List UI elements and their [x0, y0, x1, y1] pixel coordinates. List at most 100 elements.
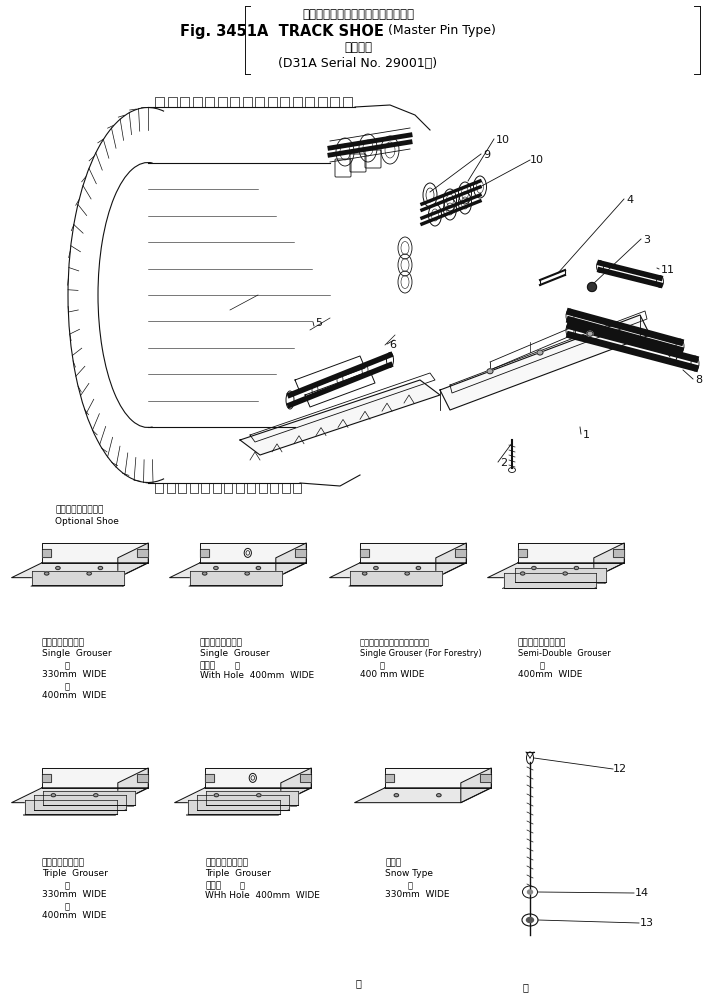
Text: トリプルグローサ: トリプルグローサ	[205, 858, 248, 867]
Text: 幅: 幅	[65, 661, 70, 670]
Text: 適用号機: 適用号機	[344, 41, 372, 54]
Ellipse shape	[487, 368, 493, 373]
Polygon shape	[518, 549, 527, 557]
Ellipse shape	[256, 793, 261, 796]
Polygon shape	[385, 768, 491, 787]
Polygon shape	[118, 543, 148, 578]
Polygon shape	[188, 799, 280, 814]
Polygon shape	[200, 543, 306, 563]
Polygon shape	[197, 795, 289, 809]
Polygon shape	[354, 787, 491, 802]
Polygon shape	[436, 543, 466, 578]
Polygon shape	[480, 774, 491, 781]
Text: (Master Pin Type): (Master Pin Type)	[388, 24, 496, 37]
Polygon shape	[594, 543, 624, 578]
Text: 400mm  WIDE: 400mm WIDE	[42, 911, 107, 920]
Text: 幅: 幅	[380, 661, 385, 670]
Ellipse shape	[587, 332, 593, 337]
Polygon shape	[42, 774, 51, 781]
Polygon shape	[614, 549, 624, 557]
Polygon shape	[440, 315, 650, 410]
Text: Fig. 3451A  TRACK SHOE: Fig. 3451A TRACK SHOE	[180, 24, 384, 39]
Polygon shape	[11, 787, 148, 802]
Text: (D31A Serial No. 29001～): (D31A Serial No. 29001～)	[279, 57, 437, 70]
Text: 穴あき: 穴あき	[205, 881, 221, 890]
Ellipse shape	[537, 350, 543, 355]
Text: 11: 11	[661, 265, 675, 275]
Polygon shape	[137, 774, 148, 781]
Polygon shape	[206, 790, 298, 805]
Ellipse shape	[588, 282, 596, 292]
Ellipse shape	[213, 566, 218, 570]
Polygon shape	[34, 795, 126, 809]
Polygon shape	[11, 563, 148, 578]
Text: 330mm  WIDE: 330mm WIDE	[42, 890, 107, 899]
Text: －: －	[522, 982, 528, 992]
Text: 5: 5	[315, 318, 322, 328]
Text: 14: 14	[635, 888, 649, 898]
Text: 12: 12	[613, 764, 627, 774]
Polygon shape	[137, 549, 148, 557]
Text: 9: 9	[483, 150, 490, 160]
Polygon shape	[170, 563, 306, 578]
Ellipse shape	[256, 566, 261, 570]
Ellipse shape	[574, 566, 579, 570]
Ellipse shape	[98, 566, 102, 570]
Ellipse shape	[563, 572, 567, 575]
Text: シングルグローサ: シングルグローサ	[42, 638, 85, 647]
Polygon shape	[25, 799, 117, 814]
Text: 10: 10	[530, 155, 544, 165]
Text: 穴あき: 穴あき	[200, 661, 216, 670]
Polygon shape	[488, 563, 624, 578]
Polygon shape	[42, 549, 51, 557]
Polygon shape	[515, 568, 606, 583]
Polygon shape	[329, 563, 466, 578]
Polygon shape	[205, 774, 214, 781]
Ellipse shape	[245, 572, 249, 575]
Ellipse shape	[362, 572, 367, 575]
Polygon shape	[281, 768, 311, 802]
Polygon shape	[43, 790, 135, 805]
Polygon shape	[175, 787, 311, 802]
Text: 幅: 幅	[65, 682, 70, 691]
Text: トラック　シュー（マスタピン　型: トラック シュー（マスタピン 型	[302, 8, 414, 21]
Text: 400 mm WIDE: 400 mm WIDE	[360, 670, 425, 679]
Ellipse shape	[521, 572, 525, 575]
Text: 幅: 幅	[240, 881, 245, 890]
Ellipse shape	[44, 572, 49, 575]
Text: 330mm  WIDE: 330mm WIDE	[385, 890, 450, 899]
Text: 13: 13	[640, 918, 654, 928]
Ellipse shape	[56, 566, 60, 570]
Text: 幅: 幅	[65, 881, 70, 890]
Polygon shape	[455, 549, 466, 557]
Text: 10: 10	[496, 135, 510, 145]
Text: With Hole  400mm  WIDE: With Hole 400mm WIDE	[200, 671, 314, 680]
Polygon shape	[205, 768, 311, 787]
Ellipse shape	[405, 572, 410, 575]
Polygon shape	[240, 380, 440, 455]
Text: 7: 7	[672, 353, 679, 363]
Polygon shape	[276, 543, 306, 578]
Polygon shape	[360, 543, 466, 563]
Text: 幅: 幅	[540, 661, 545, 670]
Polygon shape	[461, 768, 491, 802]
Polygon shape	[118, 768, 148, 802]
Text: 330mm  WIDE: 330mm WIDE	[42, 670, 107, 679]
Text: 3: 3	[643, 235, 650, 245]
Text: －: －	[355, 978, 361, 988]
Ellipse shape	[394, 793, 399, 796]
Text: 8: 8	[695, 375, 702, 385]
Ellipse shape	[528, 890, 533, 894]
Text: オプショナルシュー: オプショナルシュー	[55, 505, 103, 514]
Text: Semi-Double  Grouser: Semi-Double Grouser	[518, 649, 611, 658]
Polygon shape	[518, 543, 624, 563]
Text: シングルグローサ: シングルグローサ	[200, 638, 243, 647]
Text: 幅: 幅	[65, 902, 70, 911]
Polygon shape	[190, 571, 282, 585]
Text: 幅: 幅	[235, 661, 240, 670]
Polygon shape	[504, 573, 596, 588]
Text: Single Grouser (For Forestry): Single Grouser (For Forestry)	[360, 649, 482, 658]
Text: 雪上用: 雪上用	[385, 858, 401, 867]
Text: Triple  Grouser: Triple Grouser	[205, 869, 271, 878]
Text: 4: 4	[626, 195, 633, 205]
